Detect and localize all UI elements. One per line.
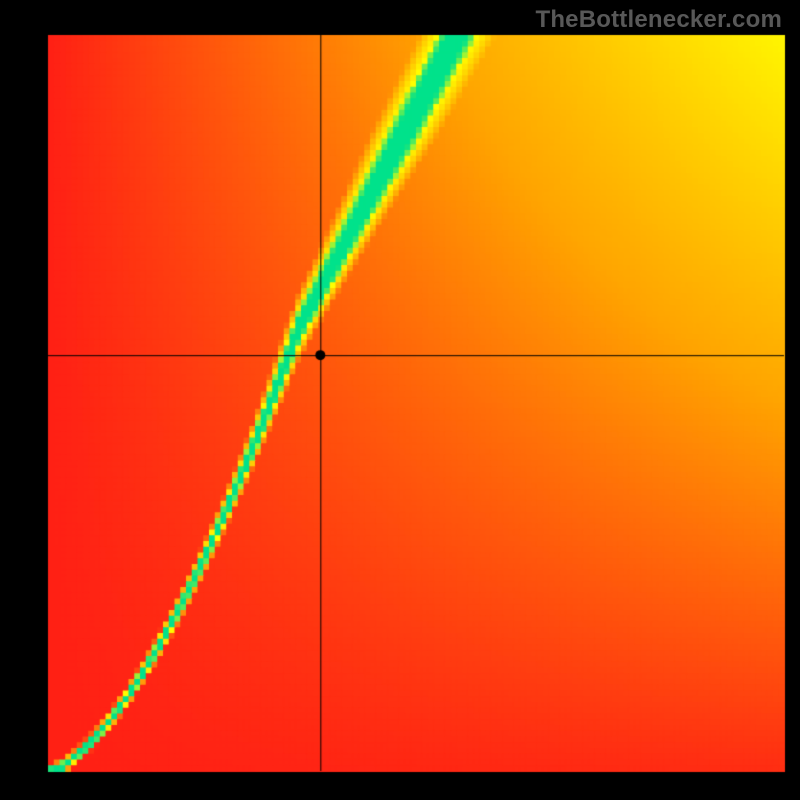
heatmap-canvas — [0, 0, 800, 800]
watermark-text: TheBottlenecker.com — [535, 6, 782, 34]
chart-container: TheBottlenecker.com — [0, 0, 800, 800]
